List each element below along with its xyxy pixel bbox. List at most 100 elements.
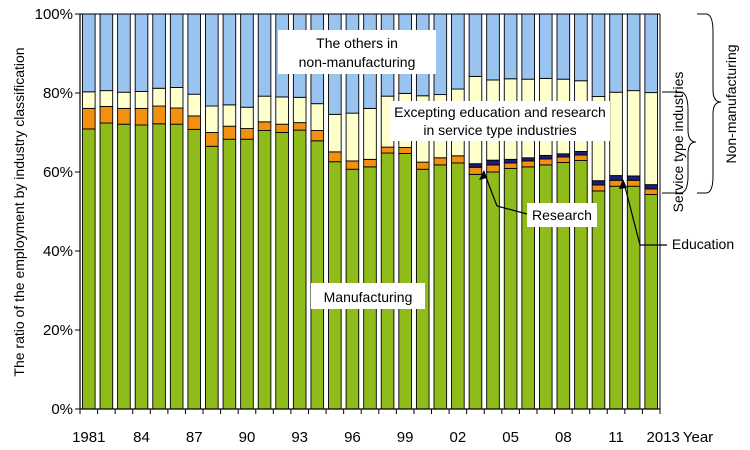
bar-2013-series-4 xyxy=(644,13,658,94)
bar-1988-series-1 xyxy=(205,132,219,147)
bar-1994-series-1 xyxy=(310,130,325,142)
bar-2006-series-4 xyxy=(521,13,535,80)
non-manufacturing-label: Non-manufacturing xyxy=(723,44,739,163)
bar-1994-series-3 xyxy=(310,103,325,131)
y-tick-label: 0% xyxy=(51,401,73,418)
bar-1982-series-4 xyxy=(99,13,114,92)
bar-1987-series-4 xyxy=(187,13,202,95)
bar-1995-series-3 xyxy=(328,113,342,153)
bar-2008-series-4 xyxy=(556,13,571,80)
bar-1993-series-3 xyxy=(292,96,307,124)
bar-2001-series-1 xyxy=(433,157,448,166)
bar-2004-series-2 xyxy=(486,159,500,166)
bar-1990-series-0 xyxy=(240,138,254,410)
bar-1993-series-0 xyxy=(292,129,307,410)
bar-2011-series-4 xyxy=(609,13,623,93)
bar-1991-series-1 xyxy=(257,121,272,131)
bar-2007-series-2 xyxy=(538,154,553,160)
bar-2003-series-0 xyxy=(468,173,483,410)
bar-1991-series-0 xyxy=(257,130,272,410)
bar-1986-series-3 xyxy=(169,87,184,109)
bar-1984-series-1 xyxy=(134,107,149,126)
bar-1986-series-0 xyxy=(169,123,184,410)
others-label-line1: The others in xyxy=(316,35,398,51)
bar-1999-series-0 xyxy=(398,152,412,410)
y-tick-label: 20% xyxy=(43,322,73,339)
bar-1985-series-3 xyxy=(152,87,166,107)
bar-1984-series-3 xyxy=(134,90,149,109)
bar-1981-series-1 xyxy=(82,107,96,130)
bar-2003-series-4 xyxy=(468,13,483,77)
others-label-line2: non-manufacturing xyxy=(299,54,416,70)
bar-1997-series-1 xyxy=(363,158,377,168)
bar-1990-series-1 xyxy=(240,128,254,140)
non-manufacturing-bracket xyxy=(697,13,722,194)
bar-1996-series-1 xyxy=(345,160,360,170)
bar-1992-series-3 xyxy=(275,96,289,125)
bar-2006-series-1 xyxy=(521,160,535,168)
research-label: Research xyxy=(532,207,592,223)
research-arrowhead xyxy=(479,170,487,180)
bar-2009-series-2 xyxy=(574,151,588,156)
bar-2005-series-4 xyxy=(503,13,518,80)
bar-2007-series-1 xyxy=(538,158,553,166)
bar-1985-series-1 xyxy=(152,105,166,125)
education-label: Education xyxy=(672,236,734,252)
bar-2004-series-4 xyxy=(486,13,500,81)
research-leader xyxy=(496,205,528,215)
bar-2013-series-0 xyxy=(644,194,658,410)
bar-1982-series-1 xyxy=(99,105,114,124)
bar-1990-series-3 xyxy=(240,106,254,130)
x-tick-label: 02 xyxy=(450,429,467,446)
bar-1994-series-0 xyxy=(310,140,325,410)
bar-2010-series-4 xyxy=(591,13,606,98)
bar-1983-series-3 xyxy=(117,91,131,109)
x-tick-label: 2013 xyxy=(647,429,680,446)
bar-2005-series-0 xyxy=(503,167,518,410)
bar-2010-series-1 xyxy=(591,184,606,192)
bar-1991-series-3 xyxy=(257,95,272,123)
bar-2002-series-4 xyxy=(451,13,465,90)
bar-1991-series-4 xyxy=(257,13,272,97)
bar-1985-series-4 xyxy=(152,13,166,89)
bar-1982-series-3 xyxy=(99,90,114,107)
bar-2003-series-2 xyxy=(468,163,483,168)
bar-2011-series-0 xyxy=(609,185,623,410)
bar-2012-series-2 xyxy=(626,175,641,181)
bar-2009-series-1 xyxy=(574,154,588,161)
bar-2009-series-0 xyxy=(574,160,588,410)
bar-1999-series-1 xyxy=(398,147,412,154)
research-label-bg xyxy=(527,203,597,227)
bar-1984-series-0 xyxy=(134,124,149,410)
bar-2008-series-2 xyxy=(556,153,571,158)
bar-1985-series-0 xyxy=(152,123,166,410)
others-label-bg xyxy=(278,30,436,74)
service-type-industries-label: Service type industries xyxy=(670,72,686,213)
y-tick-label: 60% xyxy=(43,164,73,181)
bar-1990-series-4 xyxy=(240,13,254,108)
manufacturing-label: Manufacturing xyxy=(324,289,413,305)
bar-2005-series-1 xyxy=(503,162,518,169)
excepting-label-line2: in service type industries xyxy=(423,122,576,138)
x-tick-label: 05 xyxy=(502,429,519,446)
bar-1992-series-0 xyxy=(275,132,289,410)
x-tick-label: 99 xyxy=(397,429,414,446)
bar-1981-series-4 xyxy=(82,13,96,93)
bar-2002-series-0 xyxy=(451,162,465,410)
x-axis-title: Year xyxy=(683,429,713,446)
y-tick-label: 40% xyxy=(43,243,73,260)
bar-1987-series-3 xyxy=(187,93,202,117)
bar-1984-series-4 xyxy=(134,13,149,92)
bar-2004-series-0 xyxy=(486,171,500,410)
bar-1996-series-3 xyxy=(345,112,360,162)
x-tick-label: 87 xyxy=(186,429,203,446)
x-tick-label: 84 xyxy=(133,429,150,446)
bar-1981-series-3 xyxy=(82,91,96,109)
manufacturing-label-bg xyxy=(311,283,425,309)
bar-1993-series-1 xyxy=(292,122,307,131)
bar-1987-series-0 xyxy=(187,128,202,410)
bar-2002-series-1 xyxy=(451,155,465,164)
bar-2012-series-1 xyxy=(626,179,641,187)
bar-1988-series-3 xyxy=(205,105,219,133)
